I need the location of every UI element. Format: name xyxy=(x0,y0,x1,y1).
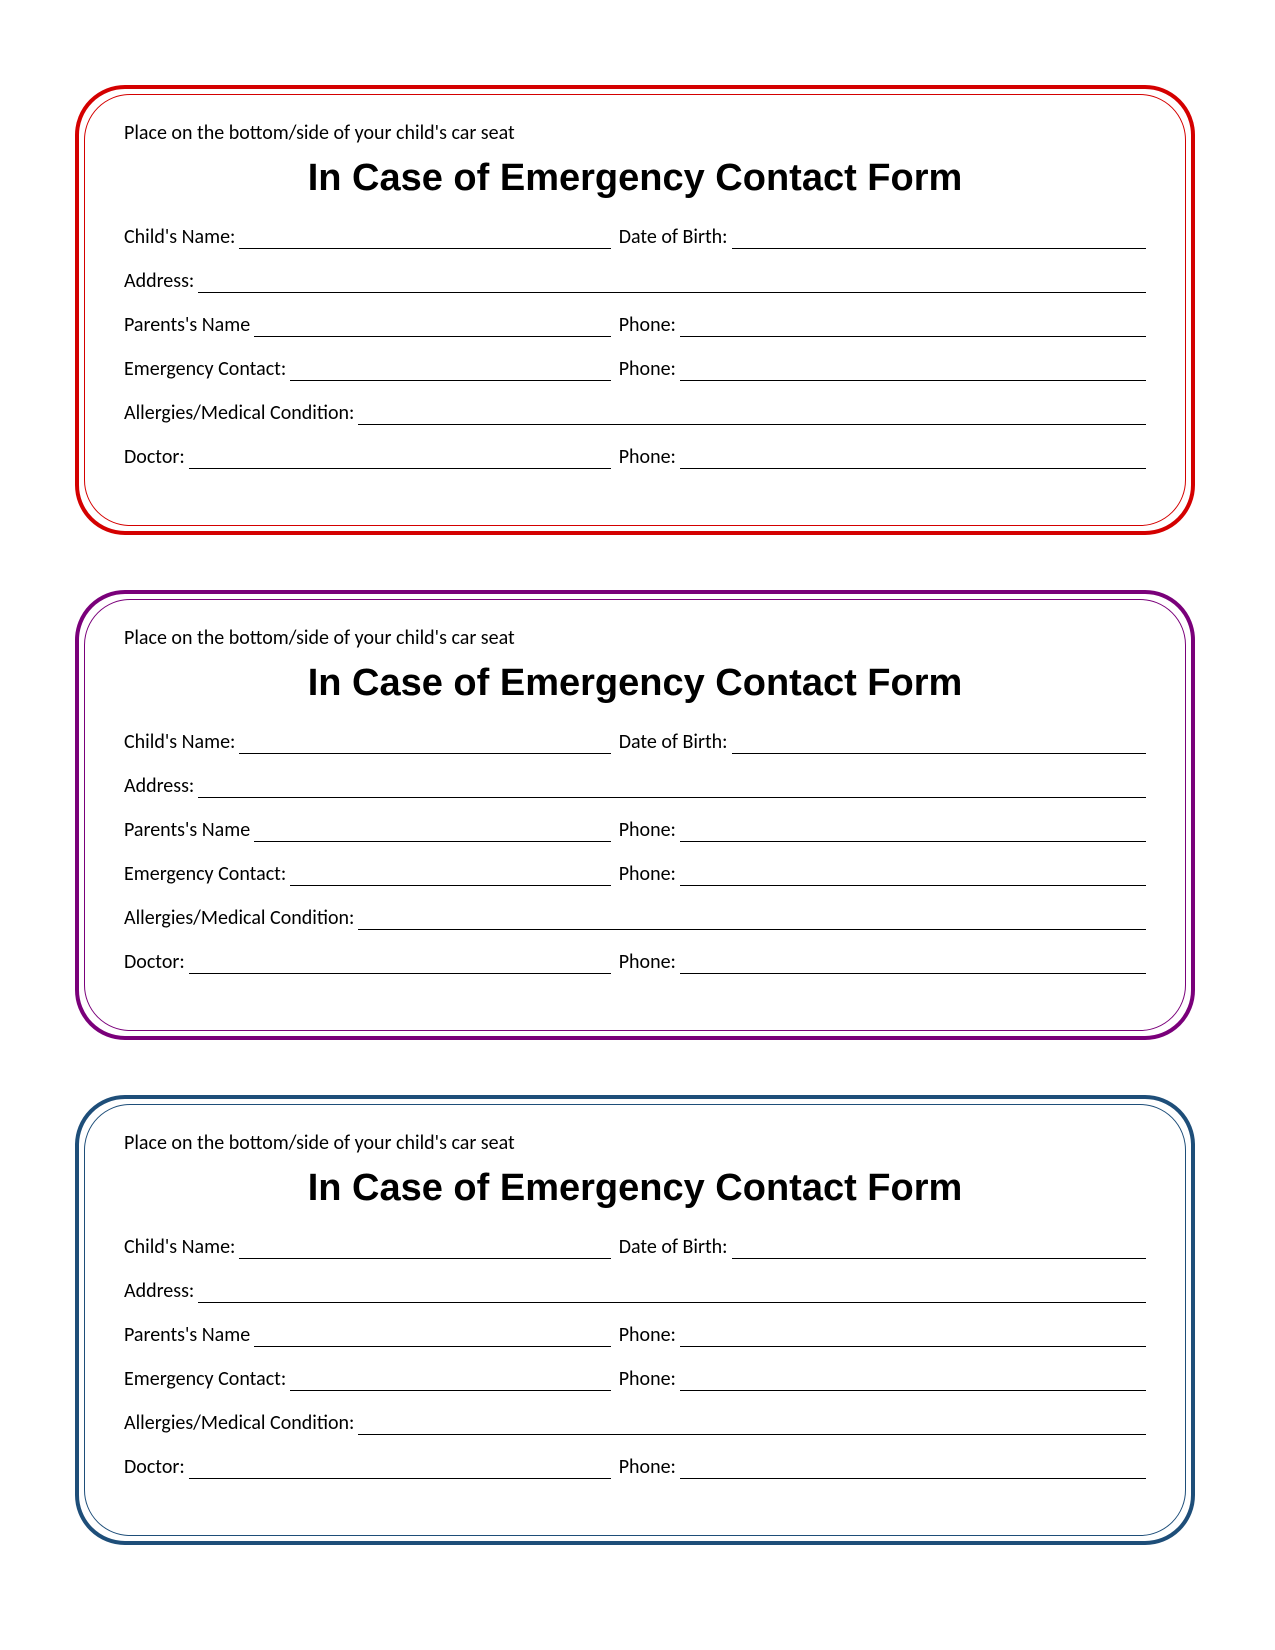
label-parents-name: Parents's Name xyxy=(124,818,250,842)
form-title: In Case of Emergency Contact Form xyxy=(124,662,1146,705)
label-address: Address: xyxy=(124,269,194,293)
line-parents-name[interactable] xyxy=(254,1325,611,1347)
row-child-dob: Child's Name: Date of Birth: xyxy=(124,730,1146,754)
line-parents-name[interactable] xyxy=(254,820,611,842)
label-phone-2: Phone: xyxy=(619,862,676,886)
line-phone-2[interactable] xyxy=(680,864,1146,886)
instruction-text: Place on the bottom/side of your child's… xyxy=(124,121,1146,145)
label-allergies: Allergies/Medical Condition: xyxy=(124,906,354,930)
line-dob[interactable] xyxy=(732,1237,1146,1259)
label-emergency: Emergency Contact: xyxy=(124,862,286,886)
line-phone-3[interactable] xyxy=(680,952,1146,974)
line-address[interactable] xyxy=(198,776,1146,798)
line-phone-2[interactable] xyxy=(680,359,1146,381)
line-phone-1[interactable] xyxy=(680,315,1146,337)
emergency-card-3: Place on the bottom/side of your child's… xyxy=(75,1095,1195,1545)
row-address: Address: xyxy=(124,269,1146,293)
emergency-card-1: Place on the bottom/side of your child's… xyxy=(75,85,1195,535)
label-phone-2: Phone: xyxy=(619,1367,676,1391)
line-emergency[interactable] xyxy=(290,1369,611,1391)
label-parents-name: Parents's Name xyxy=(124,1323,250,1347)
row-allergies: Allergies/Medical Condition: xyxy=(124,401,1146,425)
label-dob: Date of Birth: xyxy=(619,730,728,754)
row-emergency-phone: Emergency Contact: Phone: xyxy=(124,862,1146,886)
form-title: In Case of Emergency Contact Form xyxy=(124,157,1146,200)
form-title: In Case of Emergency Contact Form xyxy=(124,1167,1146,1210)
instruction-text: Place on the bottom/side of your child's… xyxy=(124,1131,1146,1155)
label-child-name: Child's Name: xyxy=(124,225,235,249)
line-allergies[interactable] xyxy=(358,1413,1146,1435)
label-phone-1: Phone: xyxy=(619,1323,676,1347)
label-phone-3: Phone: xyxy=(619,950,676,974)
label-address: Address: xyxy=(124,774,194,798)
line-child-name[interactable] xyxy=(239,1237,610,1259)
label-doctor: Doctor: xyxy=(124,950,185,974)
row-address: Address: xyxy=(124,774,1146,798)
label-allergies: Allergies/Medical Condition: xyxy=(124,401,354,425)
line-phone-1[interactable] xyxy=(680,820,1146,842)
line-phone-3[interactable] xyxy=(680,1457,1146,1479)
label-allergies: Allergies/Medical Condition: xyxy=(124,1411,354,1435)
row-allergies: Allergies/Medical Condition: xyxy=(124,906,1146,930)
label-doctor: Doctor: xyxy=(124,1455,185,1479)
line-child-name[interactable] xyxy=(239,732,610,754)
row-allergies: Allergies/Medical Condition: xyxy=(124,1411,1146,1435)
row-parents-phone: Parents's Name Phone: xyxy=(124,818,1146,842)
line-phone-2[interactable] xyxy=(680,1369,1146,1391)
label-phone-1: Phone: xyxy=(619,313,676,337)
line-doctor[interactable] xyxy=(189,1457,611,1479)
row-child-dob: Child's Name: Date of Birth: xyxy=(124,225,1146,249)
label-phone-3: Phone: xyxy=(619,445,676,469)
row-doctor-phone: Doctor: Phone: xyxy=(124,445,1146,469)
line-dob[interactable] xyxy=(732,732,1146,754)
line-parents-name[interactable] xyxy=(254,315,611,337)
label-phone-1: Phone: xyxy=(619,818,676,842)
label-child-name: Child's Name: xyxy=(124,1235,235,1259)
line-emergency[interactable] xyxy=(290,359,611,381)
row-doctor-phone: Doctor: Phone: xyxy=(124,950,1146,974)
line-doctor[interactable] xyxy=(189,447,611,469)
line-address[interactable] xyxy=(198,1281,1146,1303)
instruction-text: Place on the bottom/side of your child's… xyxy=(124,626,1146,650)
line-phone-1[interactable] xyxy=(680,1325,1146,1347)
line-child-name[interactable] xyxy=(239,227,610,249)
line-address[interactable] xyxy=(198,271,1146,293)
row-doctor-phone: Doctor: Phone: xyxy=(124,1455,1146,1479)
line-phone-3[interactable] xyxy=(680,447,1146,469)
row-address: Address: xyxy=(124,1279,1146,1303)
line-dob[interactable] xyxy=(732,227,1146,249)
label-child-name: Child's Name: xyxy=(124,730,235,754)
line-emergency[interactable] xyxy=(290,864,611,886)
line-doctor[interactable] xyxy=(189,952,611,974)
label-phone-3: Phone: xyxy=(619,1455,676,1479)
row-parents-phone: Parents's Name Phone: xyxy=(124,1323,1146,1347)
row-emergency-phone: Emergency Contact: Phone: xyxy=(124,1367,1146,1391)
label-address: Address: xyxy=(124,1279,194,1303)
label-emergency: Emergency Contact: xyxy=(124,1367,286,1391)
label-phone-2: Phone: xyxy=(619,357,676,381)
label-dob: Date of Birth: xyxy=(619,1235,728,1259)
row-emergency-phone: Emergency Contact: Phone: xyxy=(124,357,1146,381)
label-parents-name: Parents's Name xyxy=(124,313,250,337)
line-allergies[interactable] xyxy=(358,403,1146,425)
line-allergies[interactable] xyxy=(358,908,1146,930)
label-dob: Date of Birth: xyxy=(619,225,728,249)
label-emergency: Emergency Contact: xyxy=(124,357,286,381)
row-parents-phone: Parents's Name Phone: xyxy=(124,313,1146,337)
emergency-card-2: Place on the bottom/side of your child's… xyxy=(75,590,1195,1040)
label-doctor: Doctor: xyxy=(124,445,185,469)
row-child-dob: Child's Name: Date of Birth: xyxy=(124,1235,1146,1259)
